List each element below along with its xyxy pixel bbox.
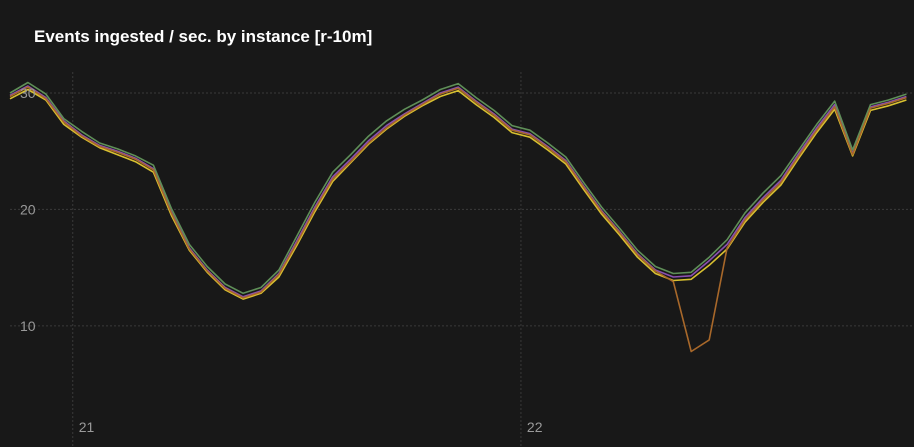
x-tick-label: 21 bbox=[79, 419, 95, 435]
y-tick-label: 10 bbox=[20, 318, 36, 334]
y-tick-label: 20 bbox=[20, 201, 36, 217]
series-line bbox=[9, 88, 907, 300]
y-tick-label: 30 bbox=[20, 85, 36, 101]
tick-labels: 10 20 30 21 22 bbox=[20, 85, 543, 435]
x-tick-label: 22 bbox=[527, 419, 543, 435]
series-line bbox=[9, 81, 907, 295]
series-line bbox=[9, 86, 907, 353]
lines bbox=[9, 81, 907, 353]
chart-title: Events ingested / sec. by instance [r-10… bbox=[34, 27, 372, 46]
